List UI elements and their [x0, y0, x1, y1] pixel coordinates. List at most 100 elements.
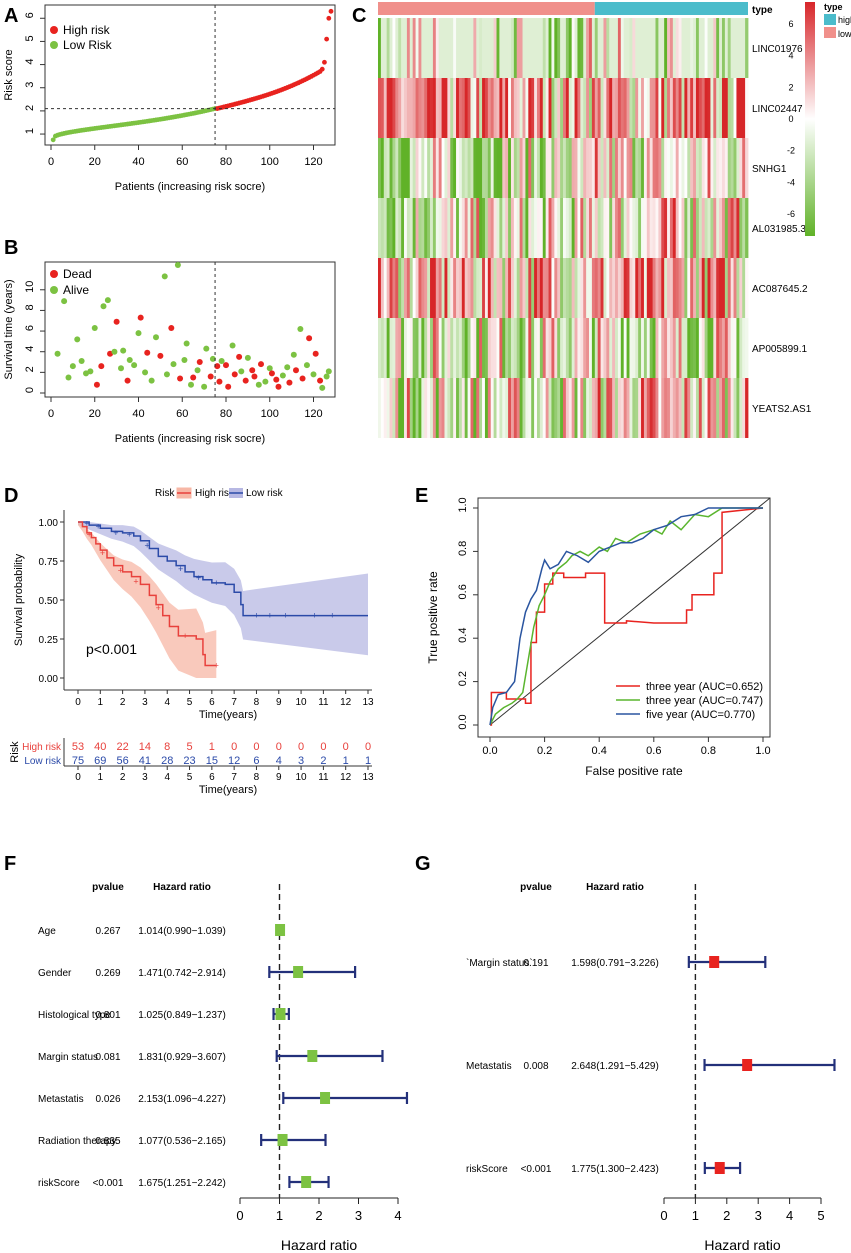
heatmap-cell	[496, 138, 500, 198]
dead-point	[251, 373, 258, 380]
heatmap-cell	[577, 18, 581, 78]
heatmap-cell	[395, 138, 399, 198]
heatmap-cell	[476, 258, 480, 318]
row-variable-label: Metastatis	[466, 1061, 512, 1072]
heatmap-cell	[617, 78, 622, 138]
heatmap-cell	[493, 198, 497, 258]
heatmap-cell	[534, 18, 538, 78]
heatmap-cell	[643, 258, 648, 318]
y-tick-label: 5	[24, 35, 36, 41]
heatmap-cell	[378, 198, 382, 258]
x-tick-label: 60	[176, 156, 188, 168]
heatmap-cell	[432, 78, 437, 138]
heatmap-cell	[620, 318, 625, 378]
heatmap-cell	[487, 138, 492, 198]
alive-point	[188, 381, 194, 388]
dead-point	[124, 377, 131, 384]
table-count: 1	[365, 755, 371, 767]
heatmap-cell	[675, 378, 680, 438]
heatmap-cell	[406, 198, 411, 258]
heatmap-cell	[398, 198, 402, 258]
x-tick-label: 12	[340, 697, 352, 708]
heatmap-cell	[586, 258, 590, 318]
heatmap-cell	[432, 138, 437, 198]
heatmap-cell	[563, 18, 567, 78]
alive-point	[181, 356, 188, 363]
heatmap-cell	[615, 198, 619, 258]
heatmap-cell	[510, 78, 515, 138]
heatmap-cell	[418, 378, 422, 438]
alive-point	[153, 334, 159, 341]
heatmap-cell	[693, 258, 697, 318]
heatmap-cell	[724, 18, 729, 78]
alive-point	[218, 358, 225, 364]
heatmap-cell	[406, 18, 411, 78]
dead-point	[236, 353, 243, 360]
heatmap-cell	[615, 378, 619, 438]
heatmap-cell	[493, 258, 497, 318]
x-tick-label: 11	[318, 697, 329, 708]
heatmap-cell	[571, 378, 575, 438]
heatmap-cell	[424, 138, 428, 198]
heatmap-cell	[461, 78, 466, 138]
heatmap-cell	[733, 18, 737, 78]
alive-point	[126, 356, 133, 363]
heatmap-cell	[719, 18, 723, 78]
heatmap-cell	[513, 198, 518, 258]
heatmap-cell	[638, 138, 642, 198]
table-count: 4	[276, 755, 282, 767]
heatmap-cell	[571, 78, 575, 138]
heatmap-cell	[401, 318, 405, 378]
heatmap-cell	[626, 18, 630, 78]
hr-marker	[714, 1162, 725, 1174]
dead-point	[177, 375, 184, 382]
table-count: 22	[116, 741, 128, 753]
row-hr-text: 2.648(1.291−5.429)	[571, 1061, 659, 1072]
heatmap-cell	[545, 198, 549, 258]
heatmap-cell	[635, 378, 639, 438]
heatmap-cell	[499, 198, 503, 258]
heatmap-cell	[522, 318, 526, 378]
heatmap-cell	[378, 138, 382, 198]
heatmap-cell	[681, 258, 685, 318]
dead-point	[207, 373, 214, 380]
heatmap-cell	[542, 78, 547, 138]
table-count: 0	[343, 741, 349, 753]
heatmap-cell	[441, 18, 445, 78]
heatmap-cell	[427, 258, 431, 318]
table-x-tick-label: 0	[75, 772, 81, 783]
heatmap-cell	[586, 318, 590, 378]
y-tick-label: 6	[24, 325, 36, 331]
heatmap-cell	[710, 18, 714, 78]
heatmap-cell	[594, 258, 599, 318]
heatmap-cell	[447, 198, 451, 258]
heatmap-cell	[458, 258, 463, 318]
heatmap-cell	[583, 378, 587, 438]
heatmap-cell	[415, 258, 419, 318]
heatmap-cell	[733, 138, 737, 198]
heatmap-cell	[392, 198, 396, 258]
table-count: 5	[186, 741, 192, 753]
table-x-tick-label: 12	[340, 772, 352, 783]
heatmap-cell	[438, 198, 442, 258]
heatmap-cell	[690, 378, 694, 438]
alive-point	[174, 262, 181, 268]
heatmap-cell	[444, 138, 448, 198]
heatmap-cell	[586, 18, 590, 78]
heatmap-cell	[698, 78, 703, 138]
heatmap-cell	[652, 138, 656, 198]
heatmap-cell	[421, 138, 425, 198]
x-tick-label: 0.0	[482, 745, 497, 757]
heatmap-cell	[583, 18, 587, 78]
heatmap-cell	[733, 378, 737, 438]
heatmap-cell	[415, 198, 419, 258]
heatmap-cell	[432, 378, 437, 438]
heatmap-cell	[502, 18, 506, 78]
heatmap-cell	[473, 258, 477, 318]
x-tick-label: 1	[692, 1208, 699, 1223]
heatmap-cell	[516, 78, 521, 138]
heatmap-cell	[617, 258, 622, 318]
censor-mark: +	[156, 603, 161, 613]
heatmap-cell	[591, 78, 596, 138]
heatmap-cell	[733, 78, 737, 138]
